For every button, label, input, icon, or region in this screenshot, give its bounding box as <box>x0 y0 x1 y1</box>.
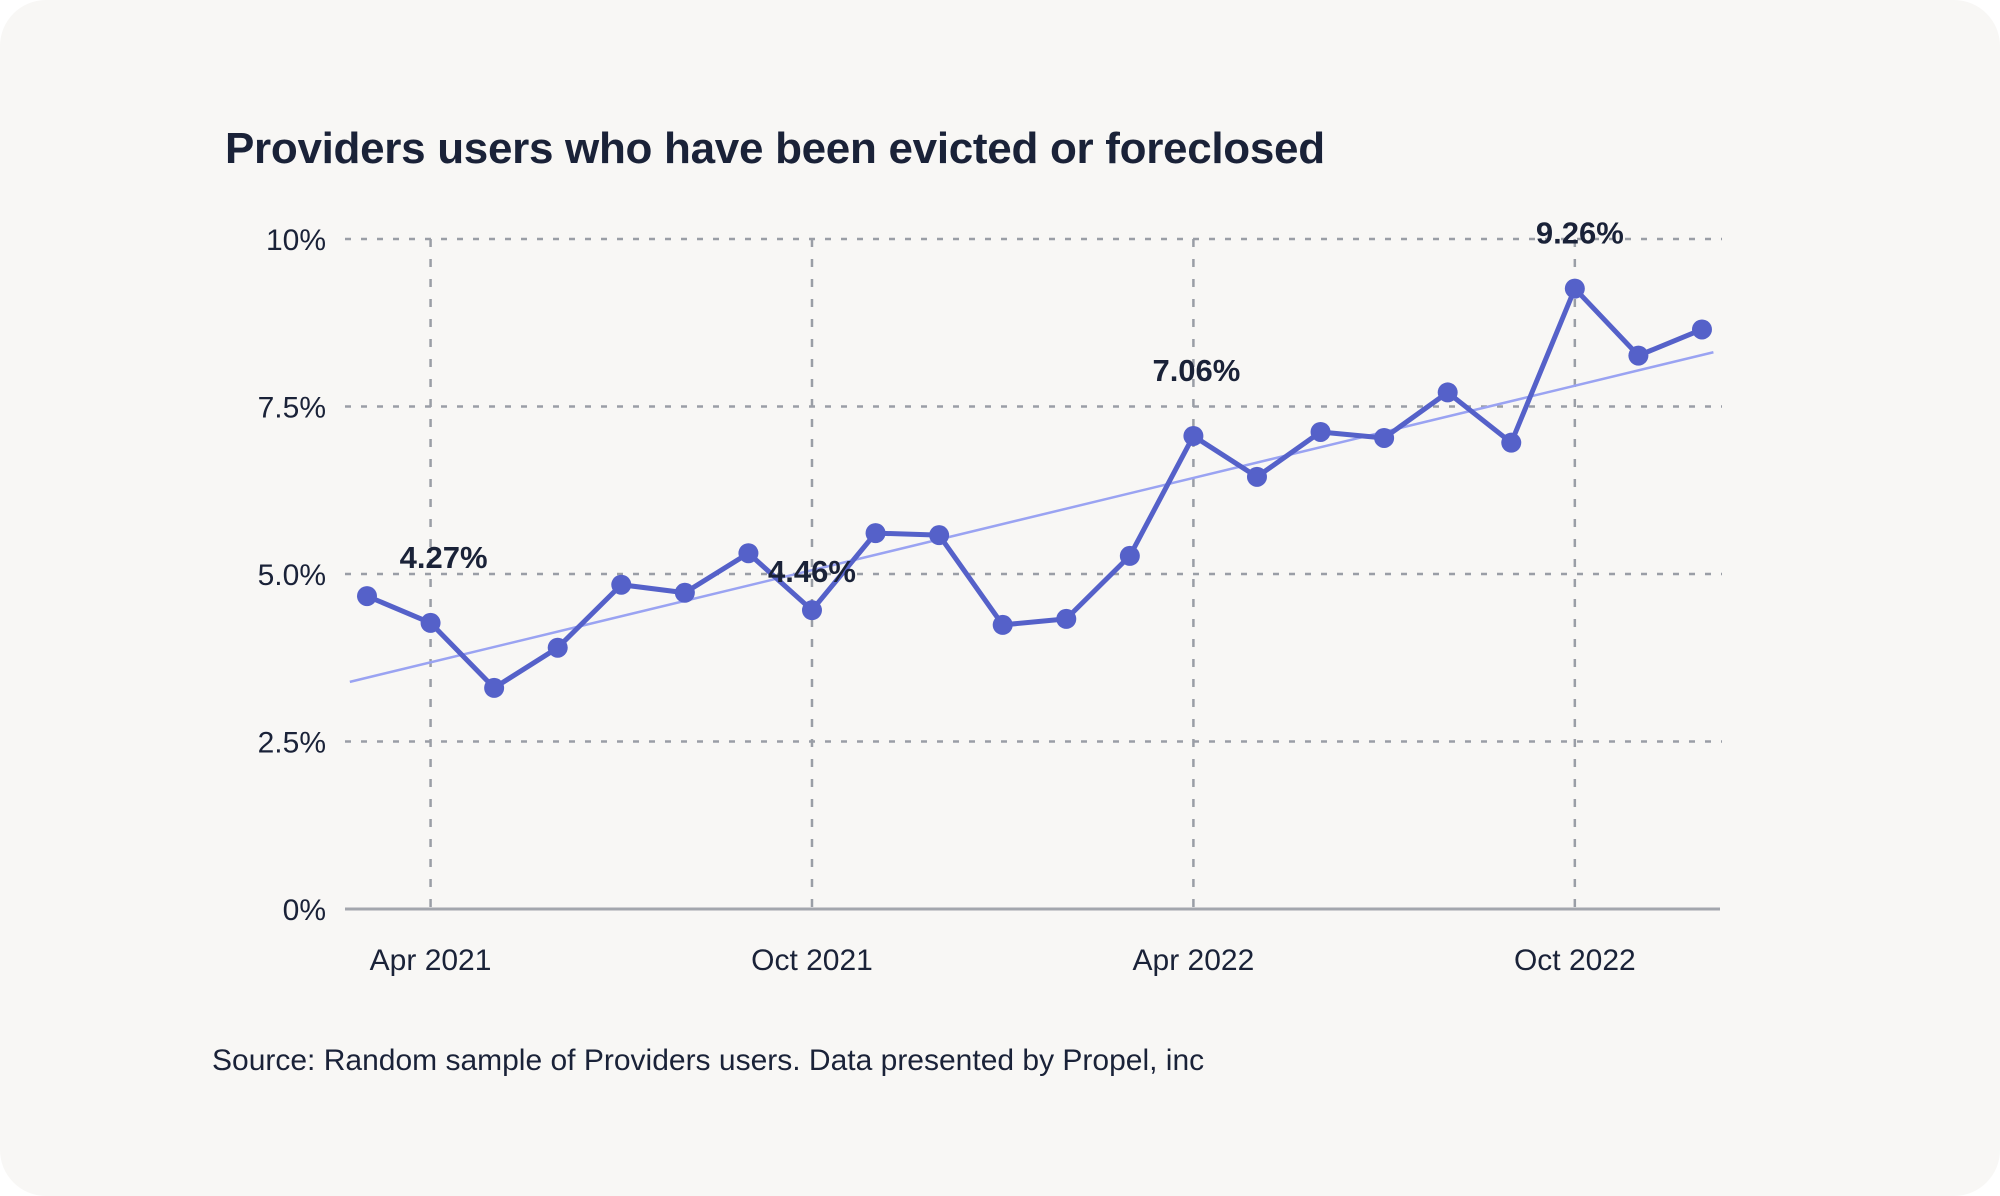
data-point <box>357 586 377 607</box>
data-point <box>929 525 950 546</box>
data-point <box>1183 425 1204 446</box>
trend-line <box>349 351 1714 684</box>
data-point <box>1628 345 1649 366</box>
data-point <box>801 600 822 621</box>
data-label: 4.27% <box>400 540 488 575</box>
data-point <box>865 523 886 544</box>
x-tick-label: Apr 2021 <box>370 944 492 977</box>
data-point <box>1437 382 1458 403</box>
data-label: 4.46% <box>768 554 856 589</box>
data-point <box>1564 278 1585 299</box>
data-point <box>1119 545 1140 566</box>
data-point <box>992 614 1013 635</box>
data-point <box>1691 319 1712 340</box>
x-tick-label: Apr 2022 <box>1133 944 1255 977</box>
data-point <box>1310 421 1331 442</box>
data-point <box>547 637 568 658</box>
data-points <box>357 278 1712 698</box>
y-tick-label: 2.5% <box>258 727 326 760</box>
data-point <box>484 677 505 698</box>
series-line <box>366 286 1703 691</box>
y-tick-label: 5.0% <box>258 559 326 592</box>
data-point <box>674 582 695 603</box>
horizontal-gridlines <box>345 237 1722 743</box>
data-point <box>420 612 441 633</box>
y-tick-label: 7.5% <box>258 392 326 425</box>
y-axis-tick-labels: 0% 2.5% 5.0% 7.5% 10% <box>258 224 326 927</box>
data-label: 9.26% <box>1536 216 1624 251</box>
x-tick-label: Oct 2021 <box>751 944 873 977</box>
data-point <box>1374 427 1395 448</box>
data-labels: 4.27% 4.46% 7.06% 9.26% <box>400 216 1624 590</box>
source-note: Source: Random sample of Providers users… <box>212 1044 1205 1077</box>
x-tick-label: Oct 2022 <box>1514 944 1636 977</box>
data-point <box>1501 432 1522 453</box>
data-label: 7.06% <box>1152 353 1240 388</box>
data-point <box>1056 608 1077 629</box>
data-point <box>738 543 759 564</box>
y-tick-label: 10% <box>266 224 326 257</box>
chart-title: Providers users who have been evicted or… <box>225 124 1325 173</box>
x-axis-tick-labels: Apr 2021 Oct 2021 Apr 2022 Oct 2022 <box>370 944 1636 977</box>
data-point <box>1246 466 1267 487</box>
y-tick-label: 0% <box>283 894 326 927</box>
data-point <box>611 574 632 595</box>
